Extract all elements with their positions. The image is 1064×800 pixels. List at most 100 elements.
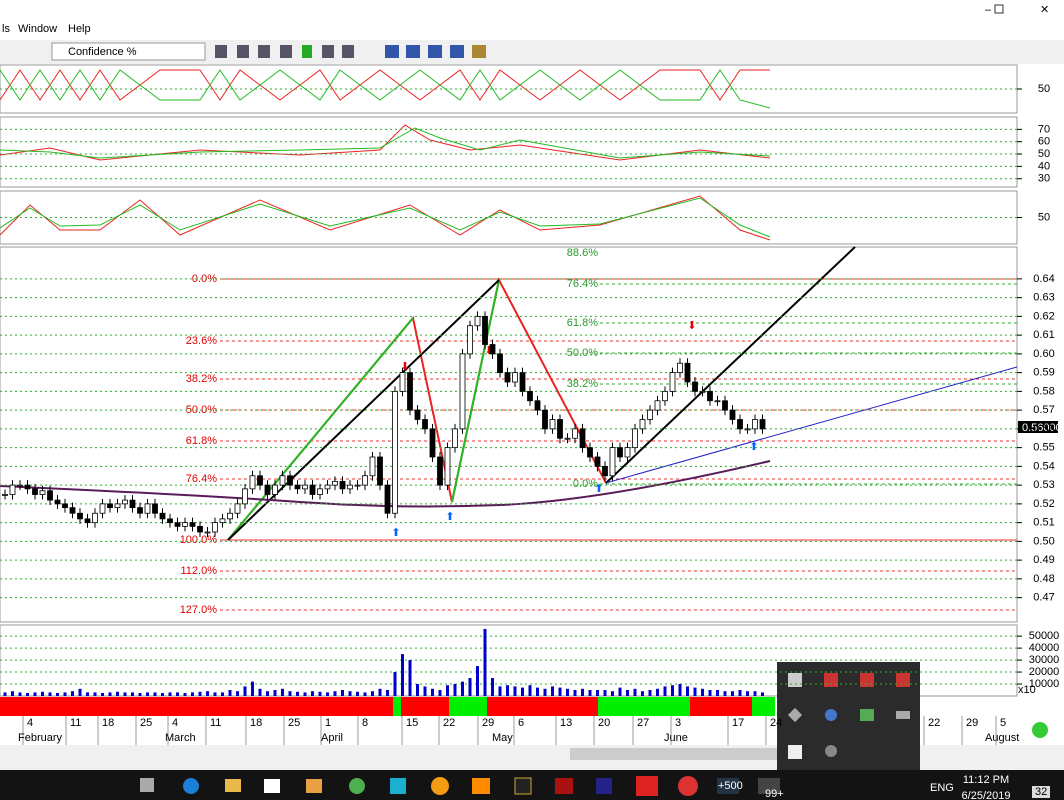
candle xyxy=(309,484,316,495)
volume-bar xyxy=(101,693,104,696)
y-tick-label: 0.51 xyxy=(1033,517,1054,529)
volume-bar xyxy=(506,685,509,696)
volume-bar xyxy=(116,691,119,696)
candle xyxy=(392,390,398,514)
candle xyxy=(594,456,601,467)
candle xyxy=(527,390,533,402)
candle xyxy=(654,400,661,411)
volume-bar xyxy=(48,692,52,696)
svg-text:⬆: ⬆ xyxy=(391,527,400,539)
toolbar-icons[interactable] xyxy=(215,45,486,58)
dropdown[interactable] xyxy=(51,42,206,61)
date-label: 1 xyxy=(325,717,331,729)
candle xyxy=(519,372,526,392)
volume-bar xyxy=(11,691,14,696)
candle xyxy=(129,499,136,509)
candle xyxy=(84,518,91,524)
volume-bar xyxy=(153,692,157,696)
candle xyxy=(497,353,503,374)
month-label: August xyxy=(985,732,1019,744)
candle xyxy=(62,503,68,509)
candle xyxy=(69,507,76,514)
language[interactable]: ENG xyxy=(930,782,954,794)
candle xyxy=(204,531,211,534)
y-tick-label: 0.48 xyxy=(1033,573,1054,585)
menu-item[interactable]: ls xyxy=(2,23,10,35)
candle xyxy=(752,419,758,430)
candle xyxy=(39,490,46,495)
fib-label: 112.0% xyxy=(181,565,218,577)
volume-bar xyxy=(603,690,607,696)
candle xyxy=(189,522,196,527)
volume-bar xyxy=(273,690,277,696)
clock-time[interactable]: 11:12 PM xyxy=(963,774,1009,786)
candle xyxy=(152,503,158,514)
volume-bar xyxy=(633,688,637,696)
volume-bar xyxy=(138,693,142,696)
volume-bar xyxy=(528,685,532,696)
candle xyxy=(452,428,458,449)
menu-item[interactable]: Help xyxy=(68,23,91,35)
candle xyxy=(692,381,698,392)
y-tick-label: 20000 xyxy=(1029,666,1060,678)
candle xyxy=(617,447,623,458)
date-label: 25 xyxy=(288,717,300,729)
menu-item[interactable]: Window xyxy=(18,23,57,35)
volume-bar xyxy=(738,690,742,696)
candle xyxy=(144,503,151,514)
volume-bar xyxy=(573,690,577,696)
restore[interactable] xyxy=(994,4,1004,14)
tray-icons[interactable] xyxy=(787,673,910,759)
fib-label: 61.8% xyxy=(567,317,598,329)
candle xyxy=(369,456,376,477)
candle xyxy=(722,400,728,411)
volume-bar xyxy=(476,666,479,696)
volume-bar xyxy=(311,691,314,696)
volume-bar xyxy=(686,686,689,696)
volume-bar xyxy=(318,691,322,696)
volume-bar xyxy=(401,654,404,696)
y-tick-label: 0.50 xyxy=(1033,535,1054,547)
candle xyxy=(54,499,61,505)
volume-bar xyxy=(513,686,517,696)
candle xyxy=(107,503,113,509)
date-label: 4 xyxy=(172,717,178,729)
candle xyxy=(489,344,496,355)
fib-label: 23.6% xyxy=(186,335,217,347)
candle xyxy=(437,456,443,486)
volume-bar xyxy=(626,690,629,696)
date-label: 6 xyxy=(518,717,524,729)
candle xyxy=(122,499,128,505)
date-label: 13 xyxy=(560,717,572,729)
candle xyxy=(669,372,676,392)
candle xyxy=(234,503,241,514)
minimize[interactable]: – xyxy=(985,4,992,16)
svg-text:⬆: ⬆ xyxy=(445,511,454,523)
candle xyxy=(572,428,578,439)
candle xyxy=(744,428,751,431)
candle xyxy=(219,518,226,524)
date-label: 11 xyxy=(70,717,81,729)
signal-bar xyxy=(0,697,775,716)
candle xyxy=(287,475,293,486)
y-tick-label: 0.56 xyxy=(1033,423,1054,435)
indicator-lines xyxy=(0,69,771,241)
notification[interactable] xyxy=(1032,786,1050,798)
svg-text:⬇: ⬇ xyxy=(400,361,409,373)
candle xyxy=(714,400,721,403)
volume-bar xyxy=(146,692,149,696)
month-label: February xyxy=(18,732,63,744)
y-tick-label: 40000 xyxy=(1029,642,1060,654)
clock-date[interactable]: 6/25/2019 xyxy=(962,790,1011,800)
taskbar-icons[interactable] xyxy=(140,776,780,796)
candle xyxy=(542,409,548,430)
candle xyxy=(632,428,638,449)
close[interactable]: ✕ xyxy=(1040,4,1049,16)
y-tick-label: 50 xyxy=(1038,211,1050,223)
volume-bar xyxy=(678,684,682,696)
candle xyxy=(362,475,368,486)
candle xyxy=(579,428,586,449)
volume-bar xyxy=(746,691,749,696)
candle xyxy=(302,484,308,490)
